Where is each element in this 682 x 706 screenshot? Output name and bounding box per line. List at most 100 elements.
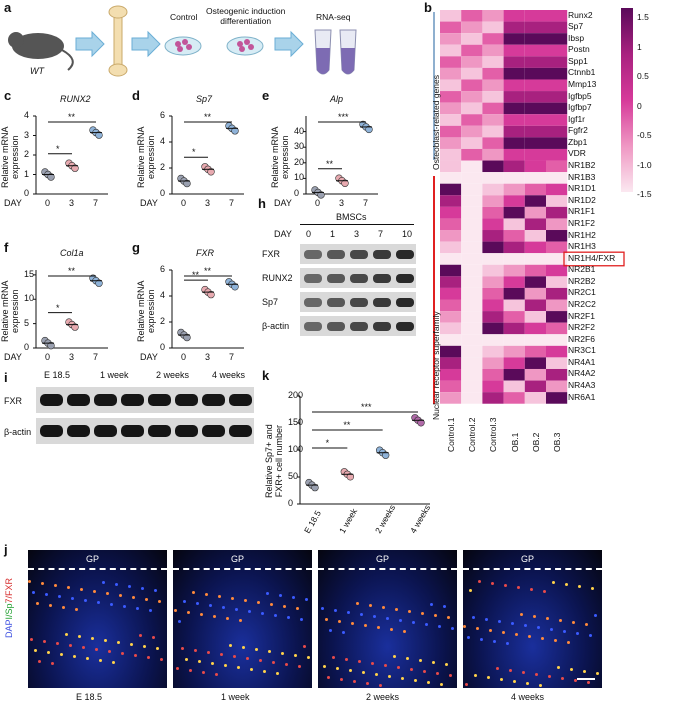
heatmap-cell — [546, 91, 568, 103]
cell-signal — [530, 588, 533, 591]
data-point — [417, 419, 425, 427]
panel-i-label: i — [4, 370, 8, 385]
cell-signal — [340, 678, 343, 681]
blot-row-label: RUNX2 — [262, 273, 293, 283]
cell-signal — [38, 660, 41, 663]
cell-signal — [174, 609, 177, 612]
panel-j-label: j — [4, 542, 8, 557]
heatmap-cell — [546, 230, 568, 242]
data-point — [183, 333, 191, 342]
heatmap-cell — [524, 230, 546, 242]
x-tick-label: 7 — [229, 352, 235, 362]
heatmap-cell — [524, 183, 546, 196]
cell-signal — [281, 652, 284, 655]
cell-signal — [587, 681, 590, 684]
day-value: 0 — [306, 229, 312, 239]
gene-label: Ctnnb1 — [568, 67, 596, 78]
cell-signal — [263, 670, 266, 673]
heatmap-cell — [461, 392, 483, 404]
heatmap-cell — [482, 206, 504, 219]
heatmap-cell — [503, 160, 525, 173]
heatmap-cell — [546, 172, 568, 184]
gene-label: NR1H2 — [568, 229, 596, 240]
heatmap-cell — [524, 160, 546, 173]
cell-signal — [305, 598, 308, 601]
cell-signal — [60, 653, 63, 656]
heatmap-cell — [503, 67, 525, 80]
cell-signal — [517, 586, 520, 589]
heatmap-cell — [440, 357, 462, 369]
heatmap-cell — [546, 241, 568, 254]
heatmap-cell — [440, 264, 462, 277]
cell-signal — [496, 667, 499, 670]
gene-label: NR4A1 — [568, 356, 596, 367]
heatmap-cell — [546, 102, 568, 115]
panel-h-label: h — [258, 196, 266, 211]
gene-label: NR2F6 — [568, 333, 595, 344]
panel-c-label: c — [4, 88, 12, 103]
heatmap-cell — [524, 357, 546, 369]
cell-signal — [485, 618, 488, 621]
cell-signal — [338, 620, 341, 623]
heatmap-cell — [503, 334, 525, 346]
cell-signal — [147, 656, 150, 659]
cell-signal — [244, 599, 247, 602]
cell-signal — [123, 605, 126, 608]
cell-signal — [209, 604, 212, 607]
blot-band — [94, 425, 117, 437]
heatmap-cell — [546, 160, 568, 173]
heatmap-cell — [524, 114, 546, 126]
cell-signal — [570, 668, 573, 671]
cell-signal — [143, 645, 146, 648]
heatmap-cell — [482, 218, 504, 231]
cell-signal — [56, 642, 59, 645]
panel-b-label: b — [424, 0, 432, 15]
heatmap-cell — [546, 299, 568, 312]
heatmap-cell — [461, 195, 483, 207]
y-tick-label: 6 — [160, 110, 166, 120]
cell-signal — [95, 648, 98, 651]
blot-band — [373, 322, 391, 331]
heatmap-cell — [461, 67, 483, 80]
cell-signal — [272, 661, 275, 664]
cell-signal — [443, 605, 446, 608]
scale-bar — [577, 678, 595, 680]
x-tick-label: 0 — [45, 198, 51, 208]
cell-signal — [321, 607, 324, 610]
cell-signal — [478, 580, 481, 583]
heatmap-cell — [482, 311, 504, 323]
heatmap-cell — [482, 10, 504, 22]
gene-label: NR1B2 — [568, 160, 596, 171]
blot-band — [202, 425, 225, 437]
heatmap-cell — [503, 172, 525, 184]
colorbar-tick: -1.0 — [637, 159, 652, 170]
cell-signal — [397, 666, 400, 669]
cell-signal — [84, 599, 87, 602]
y-tick-label: 15 — [24, 268, 35, 279]
stain-label: DAPI/Sp7/FXR — [4, 577, 14, 638]
cell-signal — [463, 625, 466, 628]
heatmap-cell — [440, 368, 462, 381]
heatmap-cell — [524, 276, 546, 288]
cell-signal — [261, 612, 264, 615]
day-value: 7 — [378, 229, 384, 239]
heatmap-cell — [524, 264, 546, 277]
heatmap-cell — [503, 33, 525, 45]
cell-signal — [104, 639, 107, 642]
cell-signal — [334, 609, 337, 612]
blot-band — [396, 322, 414, 331]
heatmap-cell — [503, 264, 525, 277]
heatmap-cell — [482, 345, 504, 358]
heatmap-cell — [461, 357, 483, 369]
blot-band — [396, 298, 414, 307]
cell-signal — [215, 673, 218, 676]
heatmap-cell — [461, 322, 483, 335]
heatmap-cell — [461, 311, 483, 323]
data-point — [341, 179, 349, 187]
heatmap-cell — [524, 345, 546, 358]
gene-label: Fgfr2 — [568, 125, 588, 136]
gene-label: Igf1r — [568, 113, 586, 124]
cell-signal — [235, 608, 238, 611]
panel-f-label: f — [4, 240, 9, 255]
